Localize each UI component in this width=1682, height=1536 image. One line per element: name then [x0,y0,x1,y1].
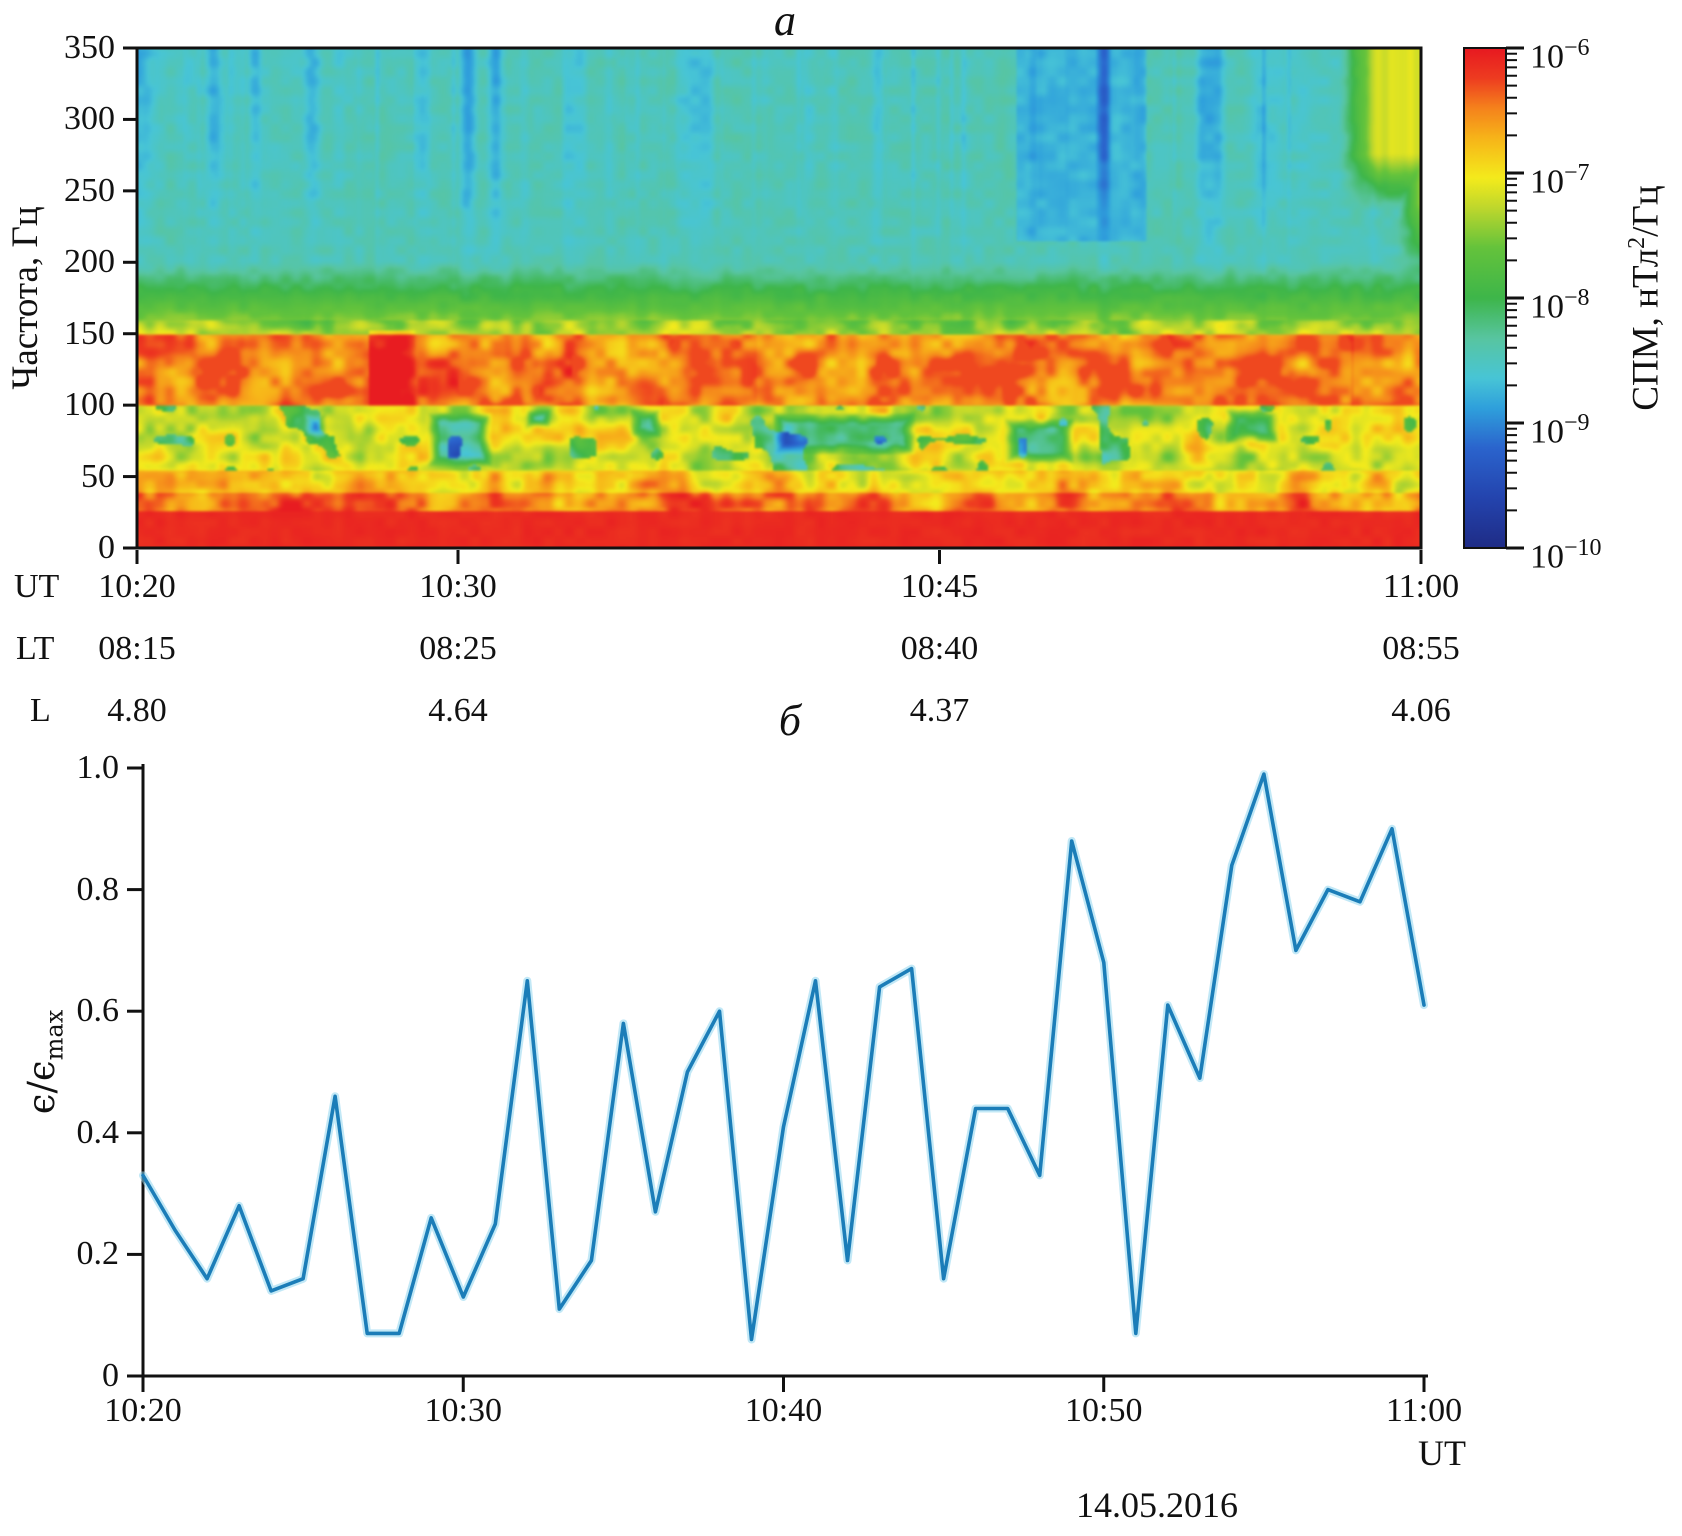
colorbar-tick-label: 10−6 [1530,27,1590,78]
spectrogram-canvas [137,48,1421,548]
row-header-ut: UT [14,568,60,605]
colorbar [1464,48,1506,548]
line-series [141,772,1426,1342]
colorbar-tick-exponent: −6 [1564,35,1590,61]
time-label-l: 4.64 [428,692,488,729]
colorbar-tick-exponent: −9 [1564,410,1590,436]
colorbar-tick-label: 10−10 [1530,527,1602,578]
panel-b-y-tick-label: 0 [102,1357,119,1394]
panel-a-y-tick-label: 350 [64,29,115,66]
time-label-lt: 08:55 [1382,630,1460,667]
time-label-l: 4.80 [107,692,167,729]
colorbar-tick-label: 10−9 [1530,402,1590,453]
colorbar-canvas [1464,48,1506,548]
colorbar-label: СПМ, нТл2/Гц [1615,98,1666,498]
panel-b-title: б [778,696,802,745]
panel-b-x-tick-label: 10:40 [744,1392,823,1429]
time-label-l: 4.37 [909,692,970,729]
time-label-ut: 10:20 [98,568,176,605]
colorbar-label-sup: 2 [1624,236,1650,249]
panel-b-x-tick-label: 10:50 [1065,1392,1143,1429]
row-header-lt: LT [16,630,55,667]
panel-b-y-tick-label: 1.0 [76,749,120,786]
colorbar-tick-label: 10−7 [1530,152,1590,203]
colorbar-tick-base: 10 [1530,38,1564,76]
row-header-l: L [30,692,51,729]
colorbar-tick-label: 10−8 [1530,277,1590,328]
colorbar-label-prefix: СПМ, нТл [1625,248,1667,411]
colorbar-label-suffix: /Гц [1625,185,1667,237]
time-label-ut: 11:00 [1382,568,1460,605]
line-series-halo [139,770,1428,1344]
colorbar-tick-base: 10 [1530,538,1564,576]
time-label-lt: 08:40 [900,630,979,667]
time-label-ut: 10:45 [900,568,979,605]
time-label-lt: 08:15 [98,630,176,667]
time-label-l: 4.06 [1391,692,1451,729]
colorbar-tick-exponent: −8 [1564,285,1590,311]
panel-a-title: a [774,0,796,45]
colorbar-tick-exponent: −7 [1564,160,1590,186]
panel-b-ylabel-prefix: ϵ/ϵ [20,1060,63,1115]
colorbar-tick-base: 10 [1530,413,1564,451]
spectrogram-heatmap [137,48,1421,548]
panel-b-x-tick-label: 11:00 [1385,1392,1463,1429]
panel-b-x-tick-label: 10:20 [104,1392,182,1429]
colorbar-tick-base: 10 [1530,163,1564,201]
panel-b-ylabel-sub: max [40,1009,69,1061]
panel-a-y-tick-label: 0 [98,529,115,566]
panel-b-x-axis-label: UT [1418,1433,1466,1473]
panel-b-y-axis-label: ϵ/ϵmax [20,862,68,1262]
time-label-lt: 08:25 [419,630,497,667]
panel-b-x-tick-label: 10:30 [424,1392,502,1429]
colorbar-tick-base: 10 [1530,288,1564,326]
date-label: 14.05.2016 [1076,1485,1238,1525]
panel-a-y-axis-label: Частота, Гц [5,206,46,390]
colorbar-tick-exponent: −10 [1564,535,1602,561]
time-label-ut: 10:30 [419,568,497,605]
